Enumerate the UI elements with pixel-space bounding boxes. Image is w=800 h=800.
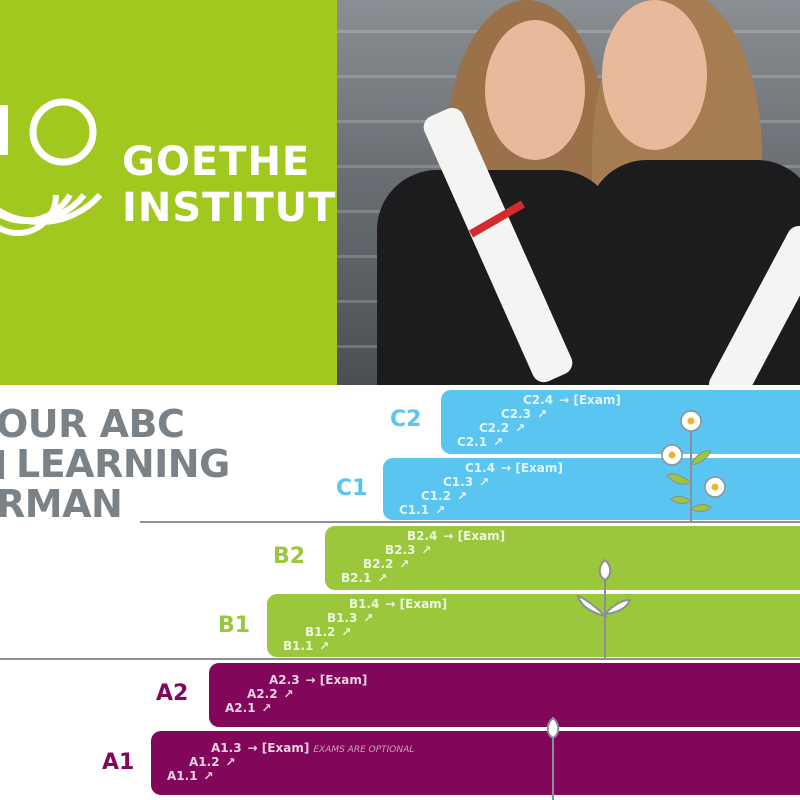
step-text: ↗	[319, 639, 330, 653]
step-text: C2.4	[523, 393, 554, 407]
step-text: B1.1	[283, 639, 314, 653]
step-c2-1: C2.1 ↗	[457, 435, 503, 449]
step-c1-1: C1.1 ↗	[399, 503, 445, 517]
goethe-logo-panel: GOETHE INSTITUT	[0, 0, 337, 385]
step-text: ↗	[421, 543, 432, 557]
step-text: C1.4	[465, 461, 496, 475]
step-text: ↗	[493, 435, 504, 449]
step-b2-1: B2.1 ↗	[341, 571, 387, 585]
step-a2-1: A2.1 ↗	[225, 701, 272, 715]
step-text: ↗	[515, 421, 526, 435]
step-text: C2.1	[457, 435, 488, 449]
divider	[0, 658, 800, 660]
step-text: A2.3	[269, 673, 300, 687]
step-text: [Exam]	[261, 741, 310, 755]
step-text: ↗	[479, 475, 490, 489]
step-text: →	[385, 597, 396, 611]
step-text: ↗	[225, 755, 236, 769]
step-a2-3: A2.3 → [Exam]	[269, 673, 367, 687]
level-bar-c2	[441, 390, 800, 454]
step-c2-2: C2.2 ↗	[479, 421, 525, 435]
step-text: [Exam]	[573, 393, 621, 407]
step-text: C1.3	[443, 475, 474, 489]
step-text: ↗	[537, 407, 548, 421]
logo-text-institut: INSTITUT	[122, 185, 337, 231]
step-b2-2: B2.2 ↗	[363, 557, 409, 571]
level-bar-a1	[151, 731, 800, 795]
step-text: B1.3	[327, 611, 358, 625]
logo-text-goethe: GOETHE	[122, 139, 311, 185]
step-b1-2: B1.2 ↗	[305, 625, 351, 639]
step-c1-4: C1.4 → [Exam]	[465, 461, 563, 475]
step-text: ↗	[341, 625, 352, 639]
divider	[140, 521, 800, 523]
step-text: →	[501, 461, 512, 475]
step-text: →	[305, 673, 316, 687]
level-label-a2: A2	[156, 681, 189, 706]
step-text: ↗	[377, 571, 388, 585]
page-title-line1: OUR ABC	[0, 402, 185, 446]
flower-plant-icon	[661, 410, 726, 521]
step-text: B1.4	[349, 597, 380, 611]
step-b2-4: B2.4 → [Exam]	[407, 529, 505, 543]
step-text: [Exam]	[457, 529, 506, 543]
step-text: ↗	[399, 557, 410, 571]
step-a1-1: A1.1 ↗	[167, 769, 214, 783]
step-text: A2.2	[247, 687, 278, 701]
step-text: ↗	[283, 687, 294, 701]
seedling-icon	[546, 716, 560, 800]
level-bar-b2	[325, 526, 800, 590]
level-label-b1: B1	[218, 613, 251, 638]
step-text: C2.2	[479, 421, 510, 435]
step-text: B2.4	[407, 529, 438, 543]
step-text: A1.3	[211, 741, 242, 755]
graduates-photo	[337, 0, 800, 385]
step-text: A1.1	[167, 769, 198, 783]
page-title-line2-text: LEARNING	[16, 442, 230, 486]
sprout-icon	[576, 558, 632, 658]
step-c1-3: C1.3 ↗	[443, 475, 489, 489]
step-text: B2.3	[385, 543, 416, 557]
level-bar-c1	[383, 458, 800, 520]
level-bar-a2	[209, 663, 800, 727]
step-a1-2: A1.2 ↗	[189, 755, 236, 769]
page-title-line3: RMAN	[0, 482, 123, 526]
step-text: A1.2	[189, 755, 220, 769]
step-a2-2: A2.2 ↗	[247, 687, 294, 701]
step-text: C1.2	[421, 489, 452, 503]
step-text: B1.2	[305, 625, 336, 639]
step-b2-3: B2.3 ↗	[385, 543, 431, 557]
step-text: ↗	[457, 489, 468, 503]
step-text: →	[443, 529, 454, 543]
step-text: B2.1	[341, 571, 372, 585]
step-text: ↗	[203, 769, 214, 783]
step-text: C2.3	[501, 407, 532, 421]
step-text: ↗	[435, 503, 446, 517]
level-label-a1: A1	[102, 750, 135, 775]
step-c1-2: C1.2 ↗	[421, 489, 467, 503]
step-b1-3: B1.3 ↗	[327, 611, 373, 625]
step-c2-4: C2.4 → [Exam]	[523, 393, 621, 407]
level-bar-b1	[267, 594, 800, 657]
step-text: →	[559, 393, 570, 407]
page-title-line2: LEARNING	[0, 444, 230, 484]
level-label-c1: C1	[336, 476, 368, 501]
goethe-logo-icon	[0, 98, 103, 236]
step-a1-3: A1.3 → [Exam] EXAMS ARE OPTIONAL	[211, 741, 414, 755]
step-text: [Exam]	[515, 461, 563, 475]
step-text: →	[247, 741, 258, 755]
step-text: B2.2	[363, 557, 394, 571]
level-label-c2: C2	[390, 407, 422, 432]
step-b1-4: B1.4 → [Exam]	[349, 597, 447, 611]
level-label-b2: B2	[273, 544, 306, 569]
step-text: C1.1	[399, 503, 430, 517]
step-text: A2.1	[225, 701, 256, 715]
step-text: [Exam]	[399, 597, 448, 611]
step-b1-1: B1.1 ↗	[283, 639, 329, 653]
step-text: [Exam]	[319, 673, 368, 687]
step-text: ↗	[261, 701, 272, 715]
step-c2-3: C2.3 ↗	[501, 407, 547, 421]
step-text: ↗	[363, 611, 374, 625]
exams-optional-note: EXAMS ARE OPTIONAL	[313, 745, 415, 755]
